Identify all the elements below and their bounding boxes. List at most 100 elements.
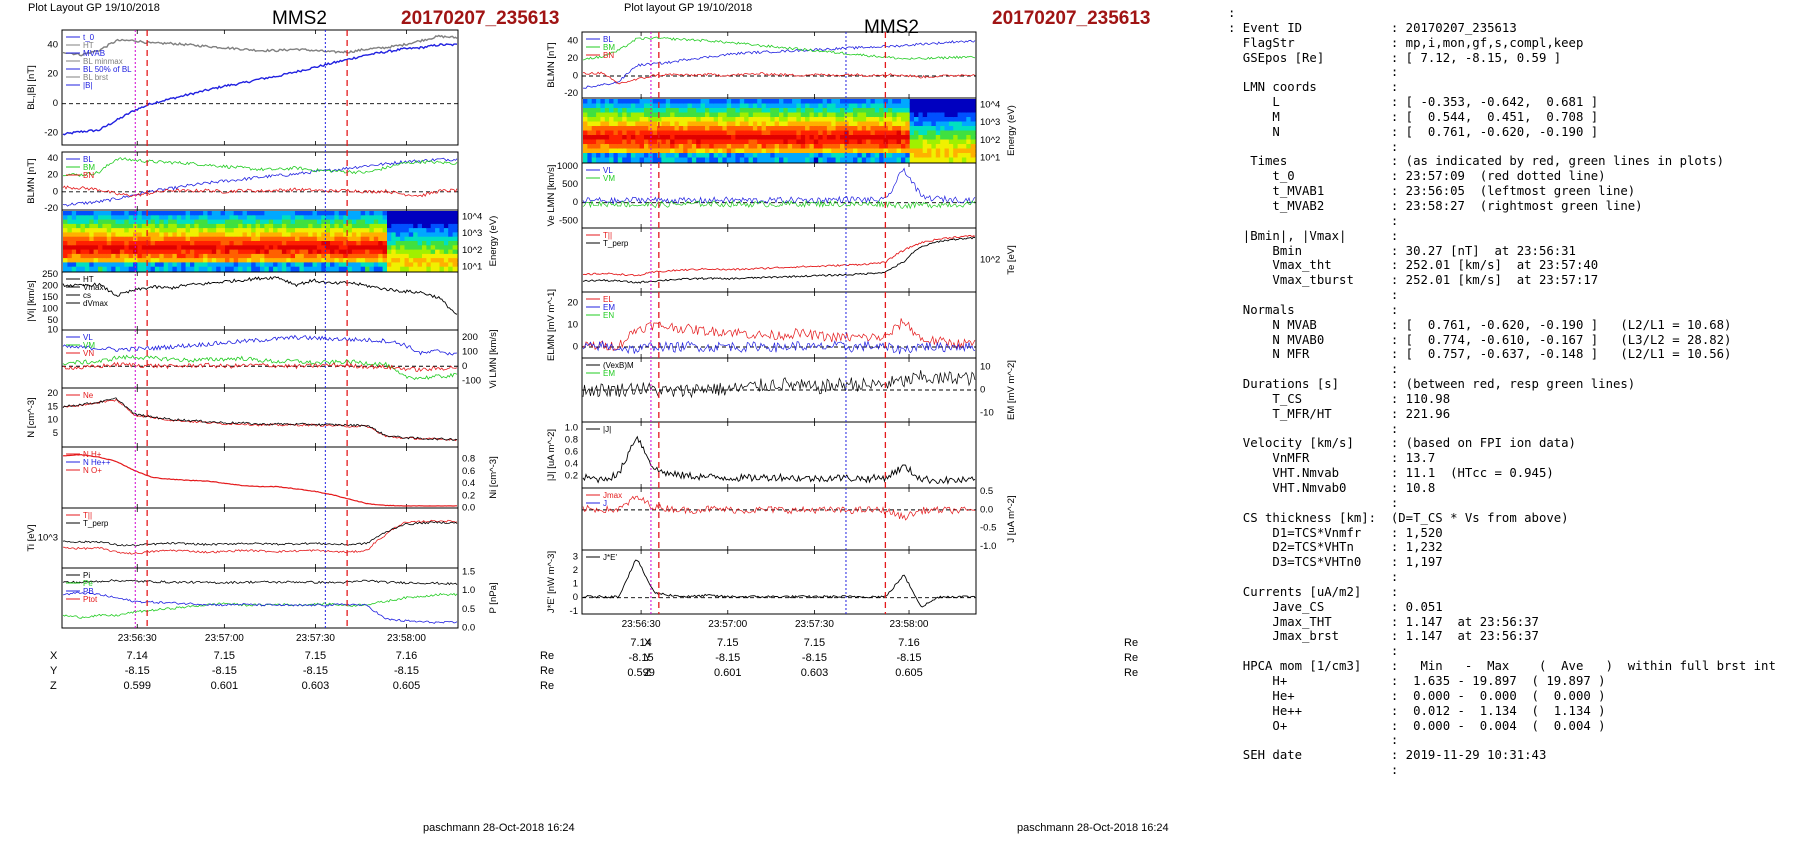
spectrogram-cell bbox=[818, 112, 824, 118]
spectrogram-cell bbox=[185, 258, 191, 263]
time-tick-label: 23:58:00 bbox=[387, 633, 426, 644]
spectrogram-cell bbox=[779, 153, 784, 159]
spectrogram-cell bbox=[89, 223, 95, 229]
spectrogram-cell bbox=[435, 228, 441, 233]
spectrogram-cell bbox=[822, 130, 828, 136]
spectrogram-cell bbox=[84, 266, 90, 272]
spectrogram-cell bbox=[748, 153, 754, 159]
spectrogram-cell bbox=[356, 232, 362, 238]
spectrogram-cell bbox=[281, 211, 287, 216]
spectrogram-cell bbox=[761, 148, 767, 154]
spectrogram-cell bbox=[713, 135, 719, 141]
spectrogram-cell bbox=[141, 219, 147, 225]
spectrogram-cell bbox=[866, 157, 872, 163]
spectrogram-cell bbox=[154, 211, 160, 216]
spectrogram-cell bbox=[229, 262, 235, 268]
spectrogram-cell bbox=[330, 245, 335, 251]
spectrogram-cell bbox=[857, 99, 863, 105]
spectrogram-cell bbox=[260, 223, 265, 229]
spectrogram-cell bbox=[299, 223, 305, 229]
spectrogram-cell bbox=[251, 249, 257, 255]
spectrogram-cell bbox=[255, 249, 261, 255]
y-tick-label: 10^1 bbox=[980, 153, 1000, 164]
spectrogram-cell bbox=[128, 262, 134, 268]
spectrogram-cell bbox=[661, 139, 667, 145]
spectrogram-cell bbox=[752, 126, 758, 132]
spectrogram-cell bbox=[596, 121, 602, 127]
spectrogram-cell bbox=[286, 249, 292, 255]
spectrogram-cell bbox=[644, 130, 649, 136]
spectrogram-cell bbox=[752, 103, 758, 109]
spectrogram-cell bbox=[295, 236, 300, 242]
spectrogram-cell bbox=[185, 262, 191, 268]
spectrogram-cell bbox=[866, 99, 872, 105]
spectrogram-cell bbox=[334, 241, 340, 246]
spectrogram-cell bbox=[940, 139, 946, 145]
spectrogram-cell bbox=[417, 253, 423, 259]
spectrogram-cell bbox=[303, 232, 309, 238]
spectrogram-cell bbox=[308, 249, 314, 255]
spectrogram-cell bbox=[922, 126, 928, 132]
spectrogram-cell bbox=[822, 144, 828, 150]
spectrogram-cell bbox=[757, 157, 763, 163]
spectrogram-cell bbox=[290, 245, 296, 251]
spectrogram-cell bbox=[216, 211, 222, 216]
spectrogram-cell bbox=[835, 135, 841, 141]
spectrogram-cell bbox=[80, 253, 86, 259]
spectrogram-cell bbox=[128, 211, 134, 216]
spectrogram-cell bbox=[137, 215, 143, 221]
spectrogram-cell bbox=[683, 153, 689, 159]
spectrogram-cell bbox=[211, 253, 217, 259]
spectrogram-cell bbox=[312, 211, 318, 216]
spectrogram-cell bbox=[378, 262, 384, 268]
spectrogram-cell bbox=[683, 112, 689, 118]
spectrogram-cell bbox=[796, 157, 802, 163]
spectrogram-cell bbox=[150, 258, 156, 263]
spectrogram-cell bbox=[652, 135, 658, 141]
legend-label: Pe bbox=[83, 579, 93, 588]
spectrogram-cell bbox=[914, 144, 919, 150]
spectrogram-cell bbox=[229, 241, 235, 246]
spectrogram-cell bbox=[76, 219, 82, 225]
spectrogram-cell bbox=[203, 241, 209, 246]
summary-line: : Event ID : 20170207_235613 bbox=[1228, 20, 1517, 35]
spectrogram-cell bbox=[744, 117, 750, 123]
spectrogram-cell bbox=[583, 112, 588, 118]
spectrogram-cell bbox=[338, 253, 344, 259]
spectrogram-cell bbox=[251, 241, 257, 246]
spectrogram-cell bbox=[748, 130, 754, 136]
spectrogram-cell bbox=[809, 103, 815, 109]
spectrogram-cell bbox=[866, 135, 872, 141]
spectrogram-cell bbox=[596, 135, 602, 141]
spectrogram-cell bbox=[347, 232, 353, 238]
spectrogram-cell bbox=[840, 135, 845, 141]
summary-line: N MVAB0 : [ 0.774, -0.610, -0.167 ] (L3/… bbox=[1228, 332, 1732, 347]
summary-line: D1=TCS*Vnmfr : 1,520 bbox=[1228, 525, 1443, 540]
spectrogram-cell bbox=[422, 232, 427, 238]
spectrogram-cell bbox=[382, 236, 388, 242]
spectrogram-cell bbox=[630, 121, 636, 127]
spectrogram-cell bbox=[726, 148, 732, 154]
legend-label: HT bbox=[83, 41, 94, 50]
spectrogram-cell bbox=[181, 215, 187, 221]
spectrogram-cell bbox=[818, 148, 824, 154]
spectrogram-cell bbox=[639, 99, 645, 105]
spectrogram-cell bbox=[422, 253, 427, 259]
spectrogram-cell bbox=[787, 103, 793, 109]
spectrogram-cell bbox=[387, 215, 392, 221]
y-axis-label: Ni [cm^-3] bbox=[488, 456, 499, 498]
spectrogram-cell bbox=[321, 236, 327, 242]
spectrogram-cell bbox=[840, 144, 845, 150]
spectrogram-cell bbox=[705, 112, 710, 118]
spectrogram-cell bbox=[426, 241, 432, 246]
spectrogram-cell bbox=[848, 112, 854, 118]
spectrogram-cell bbox=[683, 157, 689, 163]
spectrogram-cell bbox=[835, 108, 841, 114]
spectrogram-cell bbox=[321, 223, 327, 229]
spectrogram-cell bbox=[622, 121, 628, 127]
spectrogram-cell bbox=[84, 232, 90, 238]
spectrogram-cell bbox=[281, 232, 287, 238]
spectrogram-cell bbox=[809, 130, 815, 136]
spectrogram-cell bbox=[277, 266, 283, 272]
spectrogram-cell bbox=[80, 219, 86, 225]
